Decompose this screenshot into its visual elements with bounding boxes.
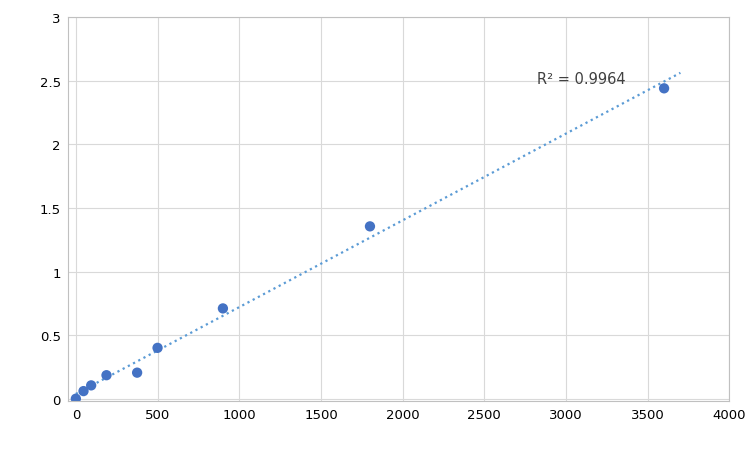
Point	[364, 223, 376, 230]
Point	[101, 372, 113, 379]
Point	[217, 305, 229, 313]
Point	[85, 382, 97, 389]
Text: R² = 0.9964: R² = 0.9964	[537, 72, 625, 87]
Point	[152, 345, 164, 352]
Point	[70, 395, 82, 402]
Point	[131, 369, 143, 377]
Point	[77, 387, 89, 395]
Point	[658, 86, 670, 93]
